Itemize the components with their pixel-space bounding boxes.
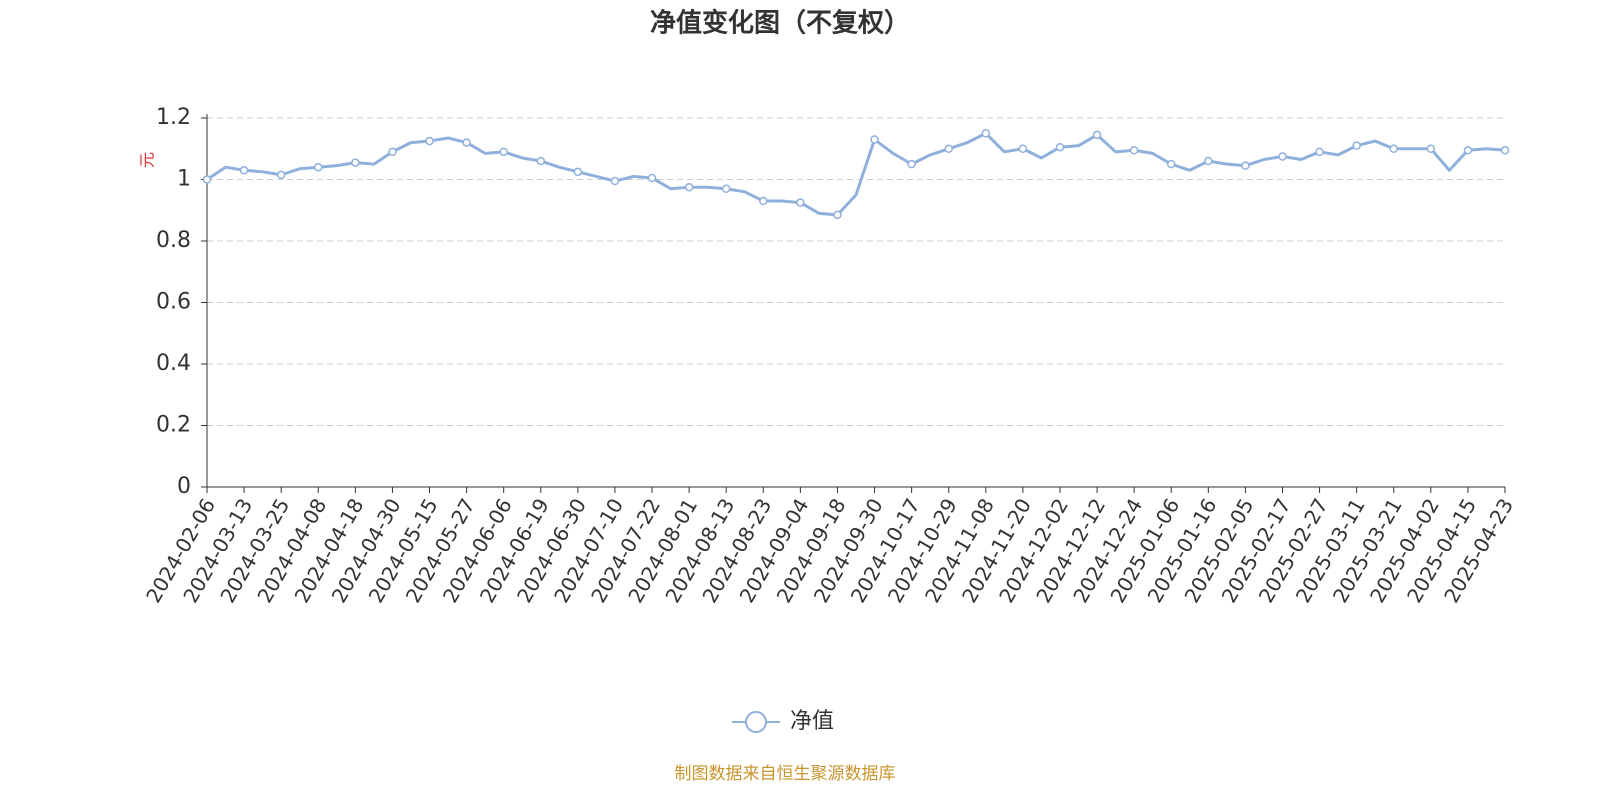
data-point	[462, 138, 471, 147]
data-point	[202, 175, 212, 184]
data-point	[1204, 156, 1213, 166]
data-point	[1055, 142, 1065, 152]
data-point	[1500, 146, 1510, 155]
data-point	[796, 198, 805, 207]
y-tick-label: 0	[177, 474, 191, 499]
data-point	[981, 129, 991, 138]
data-point	[1352, 141, 1361, 150]
data-point	[759, 196, 768, 206]
source-note: 制图数据来自恒生聚源数据库	[675, 764, 896, 784]
data-point	[647, 173, 657, 183]
data-point	[610, 176, 620, 186]
y-tick-label: 0.2	[156, 413, 191, 438]
y-tick-label: 0.4	[156, 351, 191, 376]
data-point	[1315, 147, 1324, 157]
data-point	[314, 162, 323, 172]
data-point	[536, 156, 546, 166]
data-line	[206, 131, 1506, 217]
data-point	[239, 166, 249, 175]
data-point	[388, 147, 397, 157]
y-axis-label: 元	[138, 152, 157, 168]
data-point	[1018, 144, 1028, 153]
data-point	[907, 159, 916, 169]
data-point	[833, 210, 842, 220]
data-point	[1463, 146, 1473, 155]
data-point	[684, 182, 694, 192]
y-tick-label: 1	[177, 167, 191, 192]
y-tick-label: 0.6	[156, 290, 191, 315]
data-point	[1241, 161, 1250, 170]
data-point	[276, 170, 286, 180]
data-point	[1129, 146, 1139, 155]
data-point	[944, 144, 953, 153]
y-tick-label: 1.2	[156, 105, 191, 130]
chart-title: 净值变化图（不复权）	[650, 8, 910, 39]
data-point	[870, 135, 879, 144]
data-point	[1278, 152, 1287, 161]
data-point	[1092, 130, 1102, 140]
data-point	[721, 184, 731, 193]
legend-label: 净值	[790, 709, 834, 734]
data-point	[351, 158, 360, 167]
data-point	[425, 136, 434, 146]
data-point	[499, 147, 508, 157]
data-point	[1426, 144, 1436, 153]
data-point	[573, 167, 583, 177]
data-point	[1389, 144, 1398, 153]
y-tick-label: 0.8	[156, 228, 191, 253]
data-point	[1166, 159, 1176, 169]
legend-marker	[745, 711, 767, 733]
